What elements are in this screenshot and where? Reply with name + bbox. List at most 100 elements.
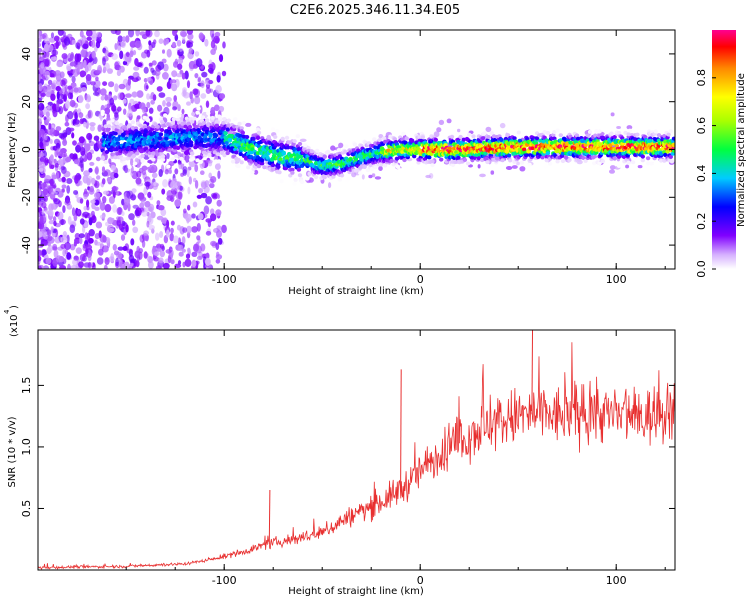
heatmap-noise-blob [100, 95, 105, 101]
heatmap-noise-blob [192, 201, 198, 208]
heatmap-ridge-cell [465, 161, 471, 166]
heatmap-ridge-cell [297, 141, 303, 146]
heatmap-ridge-cell [241, 121, 247, 125]
heatmap-ridge-cell [194, 125, 199, 129]
heatmap-noise-blob [117, 92, 124, 100]
heatmap-ridge-cell [568, 140, 573, 145]
heatmap-noise-blob [490, 170, 495, 175]
heatmap-noise-blob [43, 240, 49, 246]
heatmap-noise-blob [99, 214, 105, 219]
heatmap-noise-blob [99, 202, 106, 211]
heatmap-noise-blob [78, 112, 84, 119]
heatmap-ridge-cell [611, 153, 616, 158]
heatmap-noise-blob [86, 151, 93, 161]
heatmap-ridge-cell [627, 128, 632, 133]
heatmap-noise-blob [201, 71, 208, 78]
heatmap-ridge-cell [200, 115, 206, 120]
heatmap-ridge-cell [277, 170, 282, 175]
bottom-plot-frame [37, 329, 676, 571]
heatmap-noise-blob [177, 104, 181, 112]
heatmap-ridge-cell [256, 164, 262, 169]
heatmap-noise-blob [171, 83, 178, 92]
heatmap-noise-blob [146, 101, 151, 109]
heatmap-noise-blob [299, 138, 307, 142]
heatmap-noise-blob [45, 118, 50, 124]
bottom-y-tick-label: 0.5 [20, 500, 33, 518]
heatmap-noise-blob [82, 225, 86, 234]
heatmap-noise-blob [41, 201, 47, 209]
heatmap-noise-blob [143, 66, 149, 74]
heatmap-noise-blob [71, 75, 76, 83]
heatmap-noise-blob [61, 53, 68, 60]
heatmap-ridge-cell [113, 131, 118, 136]
heatmap-ridge-cell [241, 134, 247, 139]
heatmap-ridge-cell [270, 163, 276, 168]
heatmap-ridge-cell [278, 157, 283, 162]
bottom-x-tick-label: 100 [606, 574, 627, 587]
heatmap-ridge-cell [284, 135, 290, 140]
heatmap-noise-blob [45, 111, 50, 118]
heatmap-noise-blob [56, 71, 60, 78]
heatmap-noise-blob [131, 188, 137, 194]
heatmap-noise-blob [62, 139, 68, 147]
heatmap-noise-blob [211, 193, 218, 200]
bottom-axis-ticks: -100 0 100 0.5 1.0 1.5 [20, 330, 675, 587]
heatmap-noise-blob [216, 251, 220, 257]
heatmap-noise-blob [60, 166, 66, 171]
heatmap-ridge-cell [275, 129, 280, 133]
heatmap-noise-blob [51, 184, 57, 189]
heatmap-noise-blob [56, 255, 62, 263]
heatmap-noise-blob [76, 209, 81, 215]
heatmap-noise-blob [64, 242, 71, 250]
heatmap-noise-blob [56, 91, 60, 100]
heatmap-ridge-cell [154, 137, 159, 142]
heatmap-ridge-cell [346, 176, 351, 181]
heatmap-noise-blob [104, 107, 111, 115]
heatmap-noise-blob [78, 233, 86, 239]
heatmap-ridge-cell [130, 120, 136, 125]
heatmap-noise-blob [48, 37, 56, 43]
heatmap-ridge-cell [260, 158, 265, 163]
heatmap-ridge-cell [662, 134, 667, 138]
heatmap-ridge-cell [489, 131, 494, 136]
heatmap-noise-blob [52, 232, 56, 238]
heatmap-ridge-cell [280, 136, 285, 141]
heatmap-ridge-cell [132, 161, 138, 166]
heatmap-noise-blob [39, 141, 44, 148]
heatmap-ridge-cell [195, 158, 200, 163]
top-x-axis-label: Height of straight line (km) [288, 286, 424, 297]
heatmap-noise-blob [48, 123, 52, 130]
heatmap-ridge-cell [587, 129, 593, 134]
heatmap-noise-blob [130, 238, 135, 246]
heatmap-noise-blob [91, 50, 96, 59]
heatmap-noise-blob [83, 170, 90, 177]
heatmap-noise-blob [436, 127, 442, 133]
heatmap-ridge-cell [484, 156, 489, 161]
heatmap-noise-blob [184, 70, 189, 80]
heatmap-ridge-cell [111, 125, 116, 130]
heatmap-noise-blob [171, 70, 178, 78]
top-y-tick-label: 20 [20, 95, 33, 109]
heatmap-ridge-cell [543, 164, 548, 169]
heatmap-ridge-cell [157, 136, 162, 141]
heatmap-noise-blob [132, 226, 139, 233]
heatmap-noise-blob [78, 261, 84, 268]
heatmap-noise-blob [101, 245, 109, 253]
heatmap-ridge-cell [226, 123, 231, 128]
heatmap-noise-blob [165, 38, 170, 45]
heatmap-ridge-cell [213, 159, 219, 164]
heatmap-noise-blob [73, 190, 79, 195]
heatmap-noise-blob [159, 250, 165, 258]
heatmap-noise-blob [182, 36, 186, 44]
heatmap-noise-blob [94, 180, 100, 189]
heatmap-noise-blob [203, 205, 210, 215]
heatmap-noise-blob [245, 122, 252, 127]
heatmap-noise-blob [609, 165, 616, 170]
heatmap-noise-blob [66, 178, 73, 184]
heatmap-ridge-cell [100, 155, 105, 160]
heatmap-ridge-cell [201, 121, 207, 125]
heatmap-ridge-cell [617, 151, 623, 156]
heatmap-ridge-cell [666, 132, 671, 137]
heatmap-ridge-cell [612, 135, 617, 139]
